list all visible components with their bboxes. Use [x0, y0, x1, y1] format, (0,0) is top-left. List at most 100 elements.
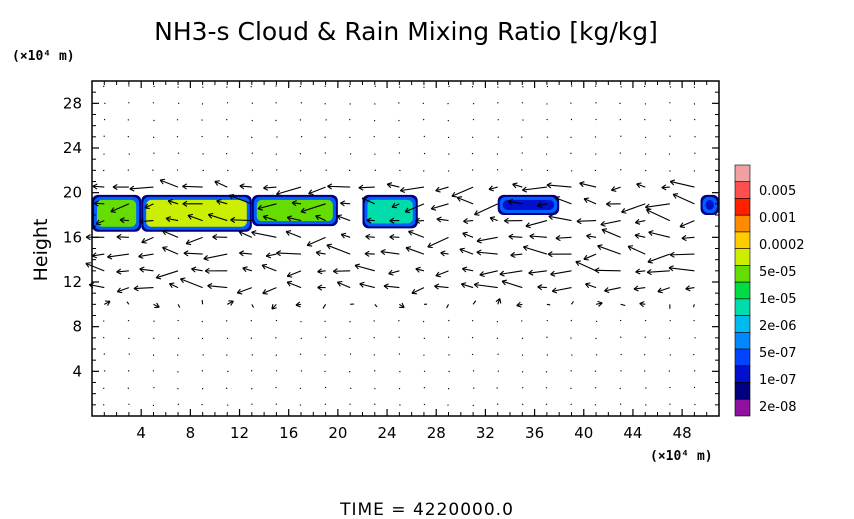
wind-arrow-head	[670, 179, 676, 182]
wind-arrow	[306, 236, 326, 246]
wind-arrow	[522, 186, 547, 191]
wind-arrow-head	[597, 245, 602, 251]
wind-arrow-head	[628, 245, 634, 247]
wind-arrow-head	[169, 282, 175, 285]
wind-arrow-head	[306, 241, 311, 246]
wind-arrow	[635, 220, 646, 224]
wind-arrow-head	[604, 287, 609, 292]
wind-arrow	[177, 304, 181, 308]
wind-arrow	[238, 231, 253, 238]
wind-arrow-head	[257, 208, 263, 211]
wind-arrow-head	[276, 252, 281, 257]
wind-arrow	[545, 153, 548, 155]
wind-arrow	[679, 220, 695, 228]
wind-arrow	[550, 270, 572, 276]
wind-arrow	[619, 152, 622, 154]
wind-arrow-head	[116, 287, 121, 293]
wind-arrow-head	[237, 292, 243, 295]
wind-arrow	[391, 203, 400, 208]
wind-arrow-head	[286, 216, 292, 222]
wind-arrow-head	[586, 233, 592, 237]
wind-arrow-head	[287, 280, 293, 283]
wind-arrow-head	[183, 250, 189, 254]
wind-arrow-head	[358, 187, 364, 191]
wind-arrow-head	[457, 196, 463, 199]
wind-arrow	[521, 371, 524, 373]
wind-arrow	[627, 245, 646, 255]
wind-arrow	[167, 200, 179, 205]
wind-arrow-head	[528, 272, 534, 276]
wind-arrow	[472, 102, 475, 105]
wind-arrow-head	[415, 220, 421, 224]
wind-arrow-head	[286, 272, 291, 277]
colorbar-swatch	[734, 181, 751, 199]
colorbar-label: 0.001	[759, 211, 796, 226]
wind-arrow	[139, 268, 154, 272]
wind-arrow-head	[546, 182, 552, 186]
wind-arrow-head	[598, 302, 603, 307]
wind-arrow-head	[635, 271, 641, 275]
wind-arrow	[228, 194, 253, 205]
wind-arrow	[451, 186, 474, 197]
wind-arrow	[554, 197, 572, 205]
wind-arrow	[380, 250, 400, 255]
wind-arrow-head	[583, 198, 588, 204]
wind-arrow-head	[504, 220, 509, 224]
wind-arrow-head	[326, 243, 332, 246]
wind-arrow-head	[107, 256, 113, 260]
wind-arrow	[348, 370, 351, 373]
wind-arrow-head	[661, 184, 667, 189]
wind-arrow	[326, 244, 351, 255]
wind-arrow-head	[408, 231, 413, 236]
wind-arrow-head	[646, 271, 652, 276]
wind-arrow-head	[462, 232, 467, 238]
wind-arrow-head	[359, 281, 365, 285]
wind-arrow	[633, 287, 646, 290]
wind-arrow-head	[415, 266, 421, 270]
wind-arrow-head	[391, 206, 398, 209]
wind-arrow-head	[440, 252, 445, 257]
wind-arrow-head	[550, 270, 555, 275]
wind-arrow	[463, 220, 474, 222]
wind-arrow-head	[488, 188, 494, 192]
wind-arrow	[657, 287, 671, 293]
wind-arrow	[176, 118, 179, 121]
colorbar-label: 2e-06	[759, 319, 797, 334]
wind-arrow	[521, 169, 523, 171]
wind-arrow-head	[537, 205, 543, 209]
wind-arrow-head	[621, 208, 626, 213]
wind-arrow-head	[440, 250, 446, 254]
wind-arrow-head	[383, 285, 389, 290]
wind-arrow-head	[479, 271, 484, 276]
wind-arrow-head	[389, 220, 395, 224]
y-axis-ticks: 4 8 12 16 20 24 28	[63, 91, 719, 406]
wind-arrow-head	[167, 199, 174, 202]
wind-arrow-head	[204, 267, 210, 272]
wind-arrow	[570, 152, 572, 155]
wind-arrow-head	[354, 265, 359, 270]
wind-arrow-head	[141, 241, 147, 244]
wind-arrow	[643, 370, 646, 372]
y-unit-label: (×10⁴ m)	[12, 49, 75, 64]
wind-arrow-head	[645, 203, 650, 208]
wind-arrow-head	[317, 284, 323, 288]
wind-arrow	[201, 370, 204, 372]
wind-arrow	[570, 337, 572, 339]
wind-arrow-head	[415, 268, 420, 273]
wind-arrow	[497, 136, 500, 138]
wind-arrow-head	[110, 211, 116, 213]
wind-arrow	[373, 354, 376, 356]
wind-arrow-head	[129, 188, 135, 192]
wind-arrow-head	[604, 290, 610, 294]
wind-arrow	[601, 229, 621, 238]
wind-arrow	[153, 303, 160, 308]
wind-arrow-head	[456, 197, 461, 202]
wind-arrow-head	[216, 200, 221, 205]
wind-arrow-head	[183, 252, 189, 257]
wind-arrow-head	[552, 290, 558, 294]
wind-arrow	[570, 136, 572, 139]
plot-frame	[91, 80, 720, 417]
colorbar-swatch	[734, 281, 751, 300]
wind-arrow-head	[239, 252, 244, 257]
